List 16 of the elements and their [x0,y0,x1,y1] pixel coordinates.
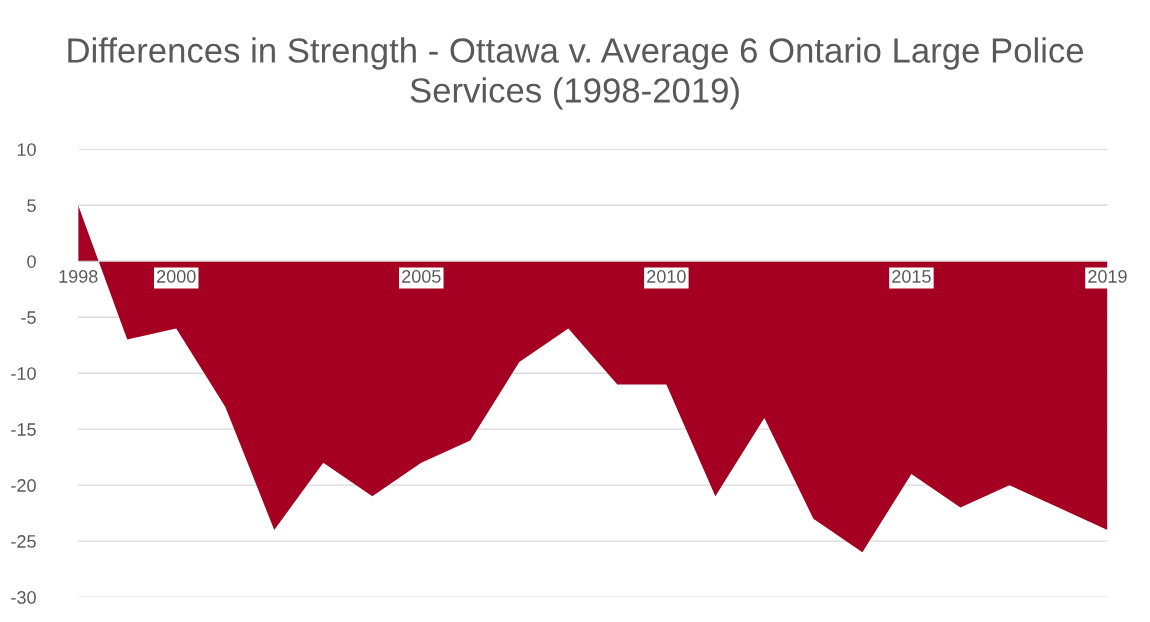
y-tick-label: -20 [11,479,36,492]
y-tick-label: -5 [21,311,36,324]
x-tick-label: 2000 [157,270,196,283]
y-tick-label: -10 [11,367,36,380]
x-tick-label: 2005 [402,270,441,283]
y-tick-label: 5 [27,199,36,212]
y-tick-label: -25 [11,535,36,548]
x-tick-label: 2015 [892,270,931,283]
x-tick-label: 2010 [647,270,686,283]
x-tick-label: 1998 [59,270,98,283]
y-tick-label: 10 [17,143,36,156]
chart-title: Differences in Strength - Ottawa v. Average 6 Ontario Large Police Services (1998-2019) [68,37,1084,110]
y-tick-label: -30 [11,591,36,604]
x-tick-label: 2019 [1088,270,1127,283]
y-tick-label: -15 [11,423,36,436]
y-tick-label: 0 [27,255,36,268]
